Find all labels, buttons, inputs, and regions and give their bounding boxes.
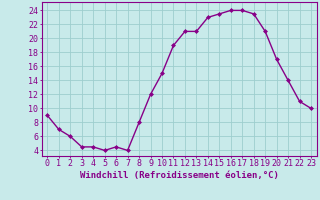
X-axis label: Windchill (Refroidissement éolien,°C): Windchill (Refroidissement éolien,°C) [80,171,279,180]
